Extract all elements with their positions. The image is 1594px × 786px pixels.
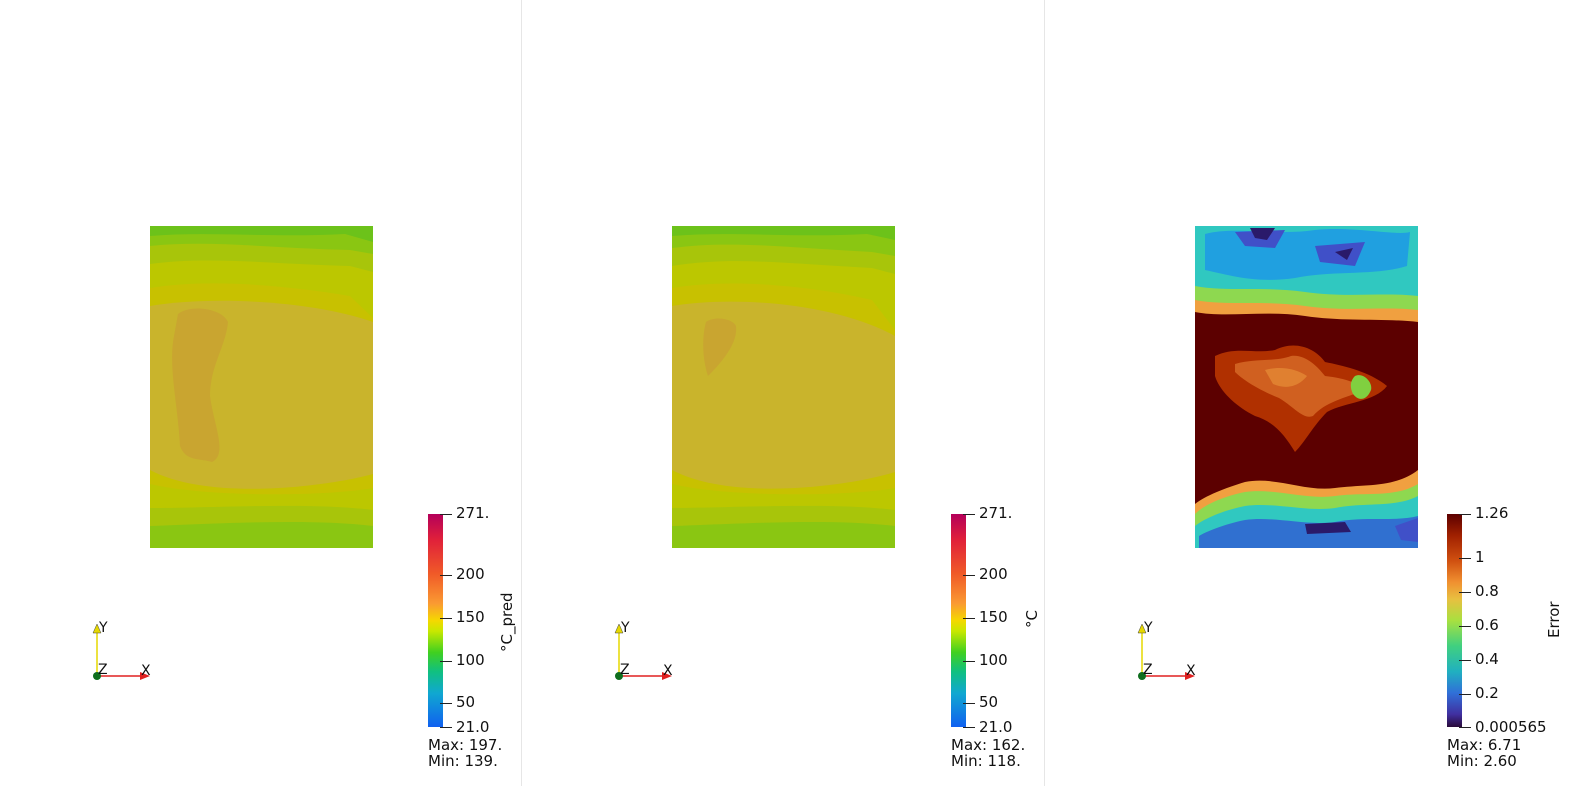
colorbar-tick [1459,514,1471,515]
colorbar-tick [440,727,452,728]
colorbar-tick-label: 1.26 [1475,504,1509,522]
axis-z-label: Z [1143,662,1153,678]
colorbar-tick [440,575,452,576]
range-max-label: Max: 197. [428,736,503,754]
colorbar-tick-label: 271. [456,504,490,522]
colorbar-tick [1459,694,1471,695]
viewport-actual[interactable]: 271. 200 150 100 50 21.0 °C Max: 162. Mi… [522,0,1044,786]
axis-z-label: Z [98,662,108,678]
colorbar-title: °C [1023,610,1041,628]
axis-y-label: Y [621,620,630,636]
colorbar-tick-label: 0.4 [1475,650,1499,668]
colorbar-tick [963,514,975,515]
temperature-field-predicted [150,226,373,548]
colorbar-tick-label: 100 [456,651,485,669]
viewport-divider [521,0,522,786]
colorbar-tick-label: 50 [979,693,999,711]
axis-y-label: Y [99,620,108,636]
colorbar-tick [440,703,452,704]
range-min-label: Min: 2.60 [1447,752,1517,770]
viewport-predicted[interactable]: 271. 200 150 100 50 21.0 °C_pred Max: 19… [0,0,521,786]
axis-y-label: Y [1144,620,1153,636]
viewport-error[interactable]: 1.26 1 0.8 0.6 0.4 0.2 0.000565 Error Ma… [1045,0,1594,786]
colorbar-tick [963,703,975,704]
axis-x-label: X [1186,663,1196,679]
orientation-axes: Y Z X [88,620,158,690]
range-max-label: Max: 162. [951,736,1026,754]
colorbar-actual [951,514,966,727]
colorbar-tick-label: 0.8 [1475,582,1499,600]
colorbar-tick-label: 0.000565 [1475,718,1547,736]
colorbar-tick-label: 21.0 [979,718,1013,736]
colorbar-tick-label: 271. [979,504,1013,522]
colorbar-tick-label: 200 [456,565,485,583]
colorbar-tick [1459,626,1471,627]
colorbar-tick-label: 1 [1475,548,1485,566]
colorbar-tick [963,575,975,576]
colorbar-predicted [428,514,443,727]
axis-x-label: X [663,663,673,679]
colorbar-tick [963,661,975,662]
axis-x-label: X [141,663,151,679]
colorbar-error [1447,514,1462,727]
colorbar-tick [1459,592,1471,593]
orientation-axes: Y Z X [610,620,680,690]
colorbar-tick-label: 50 [456,693,476,711]
axis-z-label: Z [620,662,630,678]
colorbar-tick-label: 150 [456,608,485,626]
colorbar-tick [440,514,452,515]
colorbar-tick [1459,660,1471,661]
orientation-axes: Y Z X [1133,620,1203,690]
colorbar-tick [1459,558,1471,559]
colorbar-tick [440,661,452,662]
colorbar-title: Error [1545,601,1563,638]
colorbar-tick [963,618,975,619]
colorbar-tick-label: 21.0 [456,718,490,736]
colorbar-tick-label: 200 [979,565,1008,583]
colorbar-tick-label: 100 [979,651,1008,669]
colorbar-title: °C_pred [498,592,516,652]
error-field [1195,226,1418,548]
colorbar-tick-label: 150 [979,608,1008,626]
colorbar-tick-label: 0.6 [1475,616,1499,634]
colorbar-tick-label: 0.2 [1475,684,1499,702]
viewport-divider [1044,0,1045,786]
colorbar-tick [963,727,975,728]
range-min-label: Min: 139. [428,752,498,770]
range-min-label: Min: 118. [951,752,1021,770]
range-max-label: Max: 6.71 [1447,736,1522,754]
colorbar-tick [1459,727,1471,728]
colorbar-tick [440,618,452,619]
temperature-field-actual [672,226,895,548]
